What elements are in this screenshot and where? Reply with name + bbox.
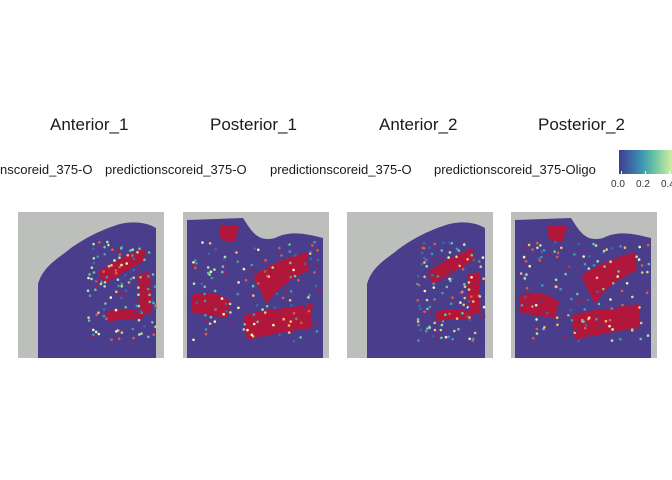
panel-title-3: Anterior_2 xyxy=(379,115,458,134)
tissue-image-anterior-1 xyxy=(18,212,164,358)
panel-subtitle-1: nscoreid_375-O xyxy=(0,162,93,177)
tissue-image-posterior-1 xyxy=(183,212,329,358)
panel-title-2: Posterior_1 xyxy=(210,115,297,134)
panel-title-1: Anterior_1 xyxy=(50,115,129,134)
panel-subtitle-4: predictionscoreid_375-Oligo xyxy=(434,162,596,177)
color-scale-legend xyxy=(619,150,672,174)
legend-tick-0: 0.0 xyxy=(611,179,625,190)
panel-subtitle-2: predictionscoreid_375-O xyxy=(105,162,247,177)
tissue-image-posterior-2 xyxy=(511,212,657,358)
panel-subtitle-3: predictionscoreid_375-O xyxy=(270,162,412,177)
panel-title-4: Posterior_2 xyxy=(538,115,625,134)
legend-tick-1: 0.2 xyxy=(636,179,650,190)
tissue-image-anterior-2 xyxy=(347,212,493,358)
legend-tick-2: 0.4 xyxy=(661,179,672,190)
